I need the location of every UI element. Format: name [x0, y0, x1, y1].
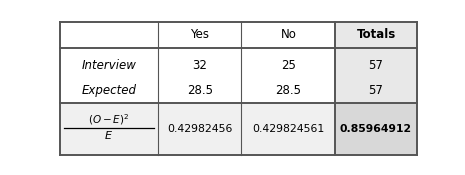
Text: 32: 32 — [192, 59, 207, 72]
Text: Expected: Expected — [81, 84, 136, 97]
Text: 25: 25 — [281, 59, 296, 72]
Text: $(O-E)^2$: $(O-E)^2$ — [88, 113, 130, 127]
Text: No: No — [280, 28, 296, 41]
Text: 28.5: 28.5 — [187, 84, 213, 97]
Text: 0.429824561: 0.429824561 — [252, 124, 325, 134]
Text: $E$: $E$ — [105, 129, 113, 141]
Text: 0.85964912: 0.85964912 — [340, 124, 412, 134]
Text: 0.42982456: 0.42982456 — [167, 124, 232, 134]
Text: Interview: Interview — [81, 59, 136, 72]
Text: Yes: Yes — [190, 28, 209, 41]
Text: 57: 57 — [369, 59, 384, 72]
Text: Totals: Totals — [356, 28, 396, 41]
Text: 28.5: 28.5 — [275, 84, 301, 97]
Text: 57: 57 — [369, 84, 384, 97]
